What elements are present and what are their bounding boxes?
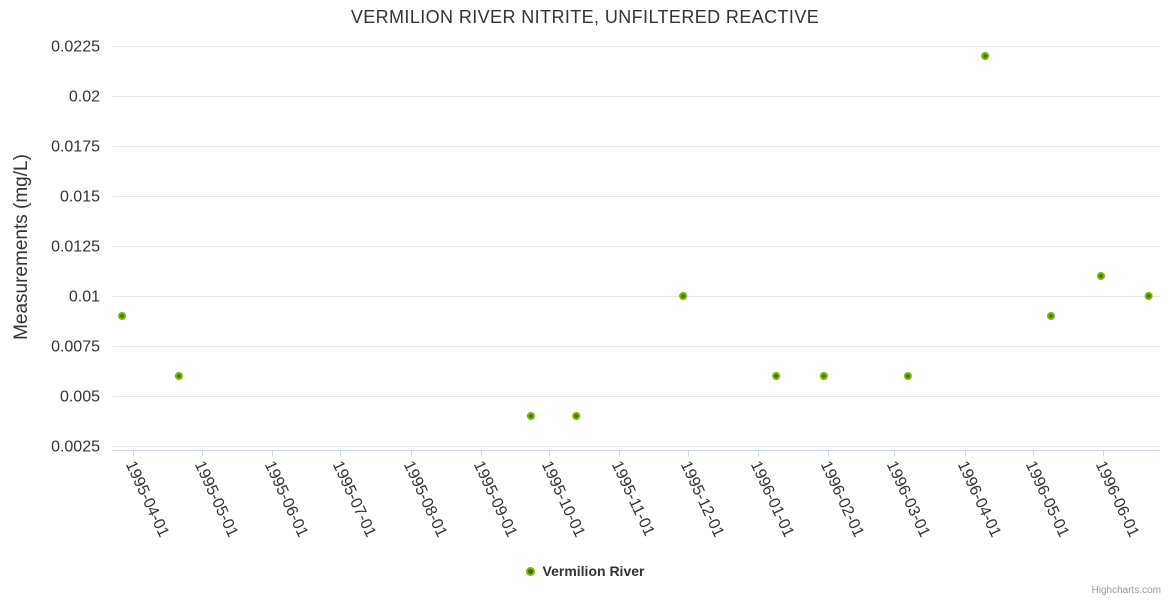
legend-marker-icon <box>525 566 535 576</box>
x-tick-label: 1995-11-01 <box>608 459 658 539</box>
data-point-marker-center <box>1049 314 1053 318</box>
data-point-marker-center <box>774 374 778 378</box>
x-tick-label: 1995-05-01 <box>191 459 241 540</box>
data-point-marker-center <box>574 414 579 418</box>
y-tick-label: 0.0075 <box>51 339 100 356</box>
legend[interactable]: Vermilion River <box>0 561 1170 581</box>
x-tick-label: 1996-03-01 <box>883 459 933 540</box>
data-point[interactable] <box>526 412 535 420</box>
highcharts-credits-link[interactable]: Highcharts.com <box>1091 585 1161 596</box>
x-tick-label: 1995-04-01 <box>122 459 172 540</box>
y-tick-label: 0.0175 <box>51 139 100 156</box>
data-point-marker-center <box>1099 274 1103 278</box>
data-point[interactable] <box>1144 292 1153 300</box>
data-point[interactable] <box>981 52 990 60</box>
data-point-marker-center <box>1146 294 1151 298</box>
data-point[interactable] <box>903 372 912 380</box>
data-point[interactable] <box>772 372 781 380</box>
x-tick-label: 1995-08-01 <box>400 459 450 540</box>
y-tick-label: 0.0125 <box>51 239 100 256</box>
data-point[interactable] <box>1046 312 1055 320</box>
x-tick-label: 1995-06-01 <box>261 459 311 540</box>
data-point[interactable] <box>819 372 828 380</box>
x-tick-label: 1996-01-01 <box>747 459 797 540</box>
data-point-marker-center <box>906 374 910 378</box>
x-tick-label: 1996-04-01 <box>954 459 1004 540</box>
x-tick-label: 1995-12-01 <box>677 459 727 540</box>
x-tick-label: 1996-02-01 <box>817 459 867 540</box>
data-point-marker-center <box>822 374 826 378</box>
y-axis-title: Measurements (mg/L) <box>11 154 32 340</box>
x-tick-label: 1996-06-01 <box>1092 459 1142 540</box>
x-tick-label: 1995-07-01 <box>329 459 379 540</box>
data-point[interactable] <box>679 292 688 300</box>
y-tick-label: 0.0025 <box>51 439 100 456</box>
data-point[interactable] <box>174 372 183 380</box>
plot-generated-content: 0.0025 0.005 0.0075 0.01 0.0125 0.015 0.0175 0.… <box>51 39 1160 540</box>
chart-title: VERMILION RIVER NITRITE, UNFILTERED REAC… <box>350 7 820 27</box>
y-tick-label: 0.01 <box>69 289 100 306</box>
y-tick-label: 0.02 <box>69 89 100 106</box>
y-tick-label: 0.005 <box>60 389 100 406</box>
data-point[interactable] <box>1096 272 1105 280</box>
legend-series-label: Vermilion River <box>542 563 645 579</box>
x-tick-label: 1996-05-01 <box>1022 459 1072 540</box>
data-point-marker-center <box>681 294 685 298</box>
data-point-marker-center <box>177 374 181 378</box>
data-point-marker-center <box>120 314 124 318</box>
x-tick-label: 1995-09-01 <box>470 459 520 540</box>
x-tick-label: 1995-10-01 <box>538 459 588 540</box>
y-tick-label: 0.0225 <box>51 39 100 56</box>
y-tick-label: 0.015 <box>60 189 100 206</box>
data-point[interactable] <box>572 412 581 420</box>
data-point[interactable] <box>118 312 127 320</box>
data-point-marker-center <box>529 414 533 418</box>
data-point-marker-center <box>983 54 987 58</box>
